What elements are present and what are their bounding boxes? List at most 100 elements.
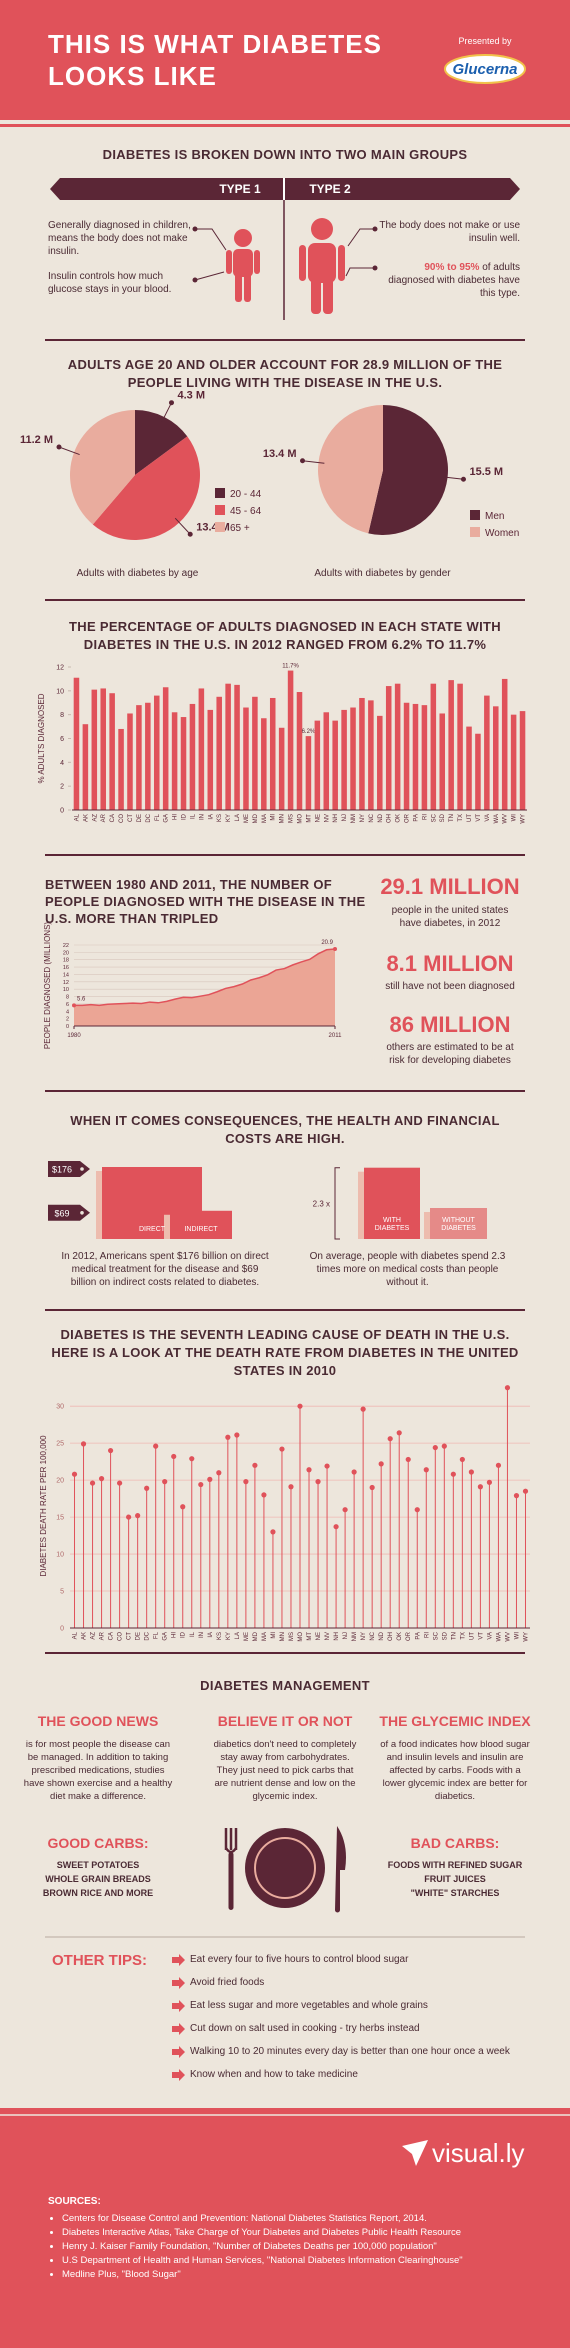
carb-item: SWEET POTATOES [56,1860,140,1870]
bar [341,709,347,810]
x-tick-label: SD [442,1631,448,1640]
x-tick-label: WY [523,1632,529,1642]
x-tick-label: SC [431,813,437,822]
dot [261,1492,267,1498]
bar [287,670,294,810]
value-label: 6.2% [302,729,316,735]
label-leader [58,446,80,456]
x-tick-label: OH [387,814,393,823]
value-label: 11.7% [282,664,299,670]
tip-arrow [172,2000,185,2012]
label-dot [168,400,174,406]
x-tick-label: ND [378,813,384,822]
dot [297,1403,303,1409]
x-tick-label: AK [82,1632,88,1640]
point-label: 5.6 [77,996,86,1002]
y-tick-label: 12 [63,980,69,986]
source: Henry J. Kaiser Family Foundation, "Numb… [62,2240,532,2254]
point-label: 20.9 [321,940,333,946]
bar [359,697,365,810]
type2-highlight-text: 90% to 95% of adults diagnosed with diab… [378,261,520,300]
bar [493,706,499,810]
y-tick-label: 2 [66,1017,69,1023]
dot [468,1469,474,1475]
x-tick-label: LA [235,814,241,821]
dot [89,1480,96,1486]
type2-text: The body does not make or use insulin we… [379,220,520,244]
stat-text: still have not been diagnosed [385,981,515,992]
label-leader [302,460,325,464]
y-tick-label: 10 [56,1552,64,1559]
x-tick-label: AR [100,1631,106,1640]
bar [394,683,401,810]
x-tick-label: RI [424,1632,430,1638]
dot [522,1488,529,1494]
presented-by: Presented by [458,36,512,46]
connector-dots [192,226,378,283]
x-tick-label: DE [136,1632,142,1640]
pie-caption: Adults with diabetes by gender [314,568,451,579]
plate-icon [224,1826,346,1913]
x-tick-label: HI [172,1632,178,1638]
legend-label: 65 + [230,523,250,534]
y-tick-label: 20 [56,1478,64,1485]
x-tick-label: KY [226,1632,232,1640]
tips-heading: OTHER TIPS: [52,1952,148,1969]
bar [368,700,374,810]
dot [387,1436,393,1442]
y-tick-label: 22 [63,943,69,949]
column-heading: THE GOOD NEWS [37,1713,159,1729]
bar [171,712,178,810]
dot [189,1456,195,1462]
header-rule [0,124,570,127]
x-tick-label: NV [324,814,330,822]
connectors [194,228,375,281]
dot [153,1443,159,1449]
dot [71,1471,78,1477]
x-tick-label: SC [433,1631,439,1640]
dot [414,1507,420,1513]
bar [261,718,267,810]
carb-item: "WHITE" STARCHES [410,1888,500,1898]
x-tick-label: FL [155,813,161,821]
x-tick-label: MT [307,1632,313,1641]
line [74,948,336,1007]
dot [441,1443,447,1449]
label-dot [300,458,306,464]
price-tag [48,1161,90,1177]
x-tick-label: CT [128,814,134,822]
bar [225,683,231,810]
tag-label: $69 [54,1208,69,1218]
dot [216,1470,222,1476]
x-tick-label: AR [101,813,107,822]
bar [243,707,249,810]
column-text: is for most people the disease can be ma… [23,1739,173,1802]
bar [314,720,321,810]
x-tick-label: OR [405,813,411,823]
legend-swatch [470,510,480,520]
x-tick-label: MS [289,814,295,823]
header-title: THIS IS WHAT DIABETES LOOKS LIKE [48,29,382,91]
source: U.S Department of Health and Human Servi… [62,2254,532,2268]
good-carbs-list: SWEET POTATOES WHOLE GRAIN BREADS BROWN RI… [13,1858,183,1900]
dot [495,1462,502,1468]
chart-title: DIABETES IS THE SEVENTH LEADING CAUSE OF… [51,1327,519,1378]
bar [127,713,133,810]
x-tick-label: IA [208,814,214,820]
tip: Eat less sugar and more vegetables and w… [190,2000,428,2011]
x-tick-label: NC [369,813,375,822]
legend-swatch [470,527,480,537]
bar [180,717,187,810]
label-dot [460,476,466,482]
type1-label: TYPE 1 [219,182,261,196]
highlight: 90% to 95% [424,262,480,273]
x-tick-label: TX [458,814,464,822]
x-tick-label: WY [521,814,527,824]
x-tick-label: NH [334,1632,340,1641]
tag-label: $176 [52,1165,72,1175]
type2-label: TYPE 2 [309,182,351,196]
x-tick-label: ID [182,813,188,820]
bad-carbs-heading: BAD CARBS: [410,1835,500,1851]
carb-item: FOODS WITH REFINED SUGAR [387,1860,523,1870]
x-tick-label: AZ [91,1632,97,1640]
